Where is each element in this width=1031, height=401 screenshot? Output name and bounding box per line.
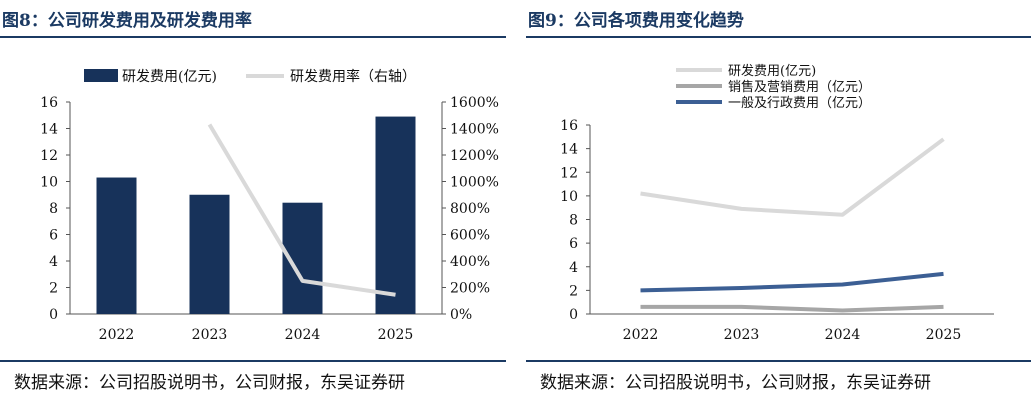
y-tick-label: 12: [560, 165, 578, 181]
left-y-tick-label: 16: [40, 95, 58, 111]
legend-swatch-rd-expense: [84, 69, 118, 82]
figure-9-top-rule: [526, 36, 1031, 38]
x-tick-label: 2025: [378, 327, 414, 343]
right-y-tick-label: 800%: [450, 201, 490, 217]
y-tick-label: 4: [569, 260, 578, 276]
figure-9-bottom-rule: [526, 360, 1031, 362]
x-tick-label: 2023: [192, 327, 228, 343]
y-tick-label: 6: [569, 236, 578, 252]
rd-ratio-line: [207, 123, 396, 297]
y-tick-label: 16: [560, 118, 578, 134]
right-y-tick-label: 1400%: [450, 122, 499, 138]
legend-rd-expense-label: 研发费用(亿元): [728, 63, 816, 79]
y-tick-label: 8: [569, 213, 578, 229]
figure-9-source: 数据来源：公司招股说明书，公司财报，东吴证券研: [540, 373, 931, 393]
right-y-tick-label: 1200%: [450, 148, 499, 164]
figure-8-title: 图8：公司研发费用及研发费用率: [2, 11, 252, 31]
left-y-tick-label: 10: [40, 175, 58, 191]
y-tick-label: 0: [569, 307, 578, 323]
figure-8-source: 数据来源：公司招股说明书，公司财报，东吴证券研: [14, 373, 405, 393]
x-tick-label: 2022: [623, 327, 659, 343]
right-y-tick-label: 0%: [450, 307, 472, 323]
x-tick-label: 2025: [926, 327, 962, 343]
general-admin-line: [640, 271, 944, 293]
figure-9-panel: 图9：公司各项费用变化趋势 0 2 4 6 8 10 12 14 16 2022 2023 2024 2…: [526, 0, 1031, 401]
figure-8-chart: 0 2 4 6 8 10 12 14 16 0% 200% 400% 600% 800% 1000% 1200…: [40, 68, 499, 343]
sales-marketing-line: [640, 304, 944, 313]
rd-expense-bar: [189, 194, 230, 314]
figure-9-title: 图9：公司各项费用变化趋势: [528, 11, 744, 31]
right-y-tick-label: 200%: [450, 281, 490, 297]
rd-expense-line: [640, 137, 945, 217]
left-y-tick-label: 2: [49, 281, 58, 297]
left-y-tick-label: 12: [40, 148, 58, 164]
left-y-tick-label: 14: [40, 122, 58, 138]
right-y-tick-label: 1600%: [450, 95, 499, 111]
legend-label-rd-expense: 研发费用(亿元): [122, 69, 217, 85]
legend-general-admin-label: 一般及行政费用（亿元）: [728, 95, 871, 111]
y-tick-label: 14: [560, 142, 578, 158]
right-y-tick-label: 600%: [450, 228, 490, 244]
x-tick-label: 2022: [99, 327, 135, 343]
x-tick-label: 2023: [724, 327, 760, 343]
figure-8-top-rule: [0, 36, 506, 38]
y-tick-label: 10: [560, 189, 578, 205]
right-y-tick-label: 1000%: [450, 175, 499, 191]
left-y-tick-label: 4: [49, 254, 58, 270]
left-y-tick-label: 8: [49, 201, 58, 217]
right-y-tick-label: 400%: [450, 254, 490, 270]
legend-sales-marketing-label: 销售及营销费用（亿元）: [728, 79, 871, 95]
figure-8-bottom-rule: [0, 360, 506, 362]
figure-9-chart: 0 2 4 6 8 10 12 14 16 2022 2023 2024 2025 研发费用(亿元)销售及…: [560, 63, 994, 343]
left-y-tick-label: 0: [49, 307, 58, 323]
rd-expense-bar: [375, 116, 416, 314]
y-tick-label: 2: [569, 283, 578, 299]
x-tick-label: 2024: [825, 327, 861, 343]
rd-expense-bar: [96, 177, 137, 314]
left-y-tick-label: 6: [49, 228, 58, 244]
figure-8-panel: 图8：公司研发费用及研发费用率 0 2 4 6 8 10 12 14 16 0% 200% 400% 6…: [0, 0, 506, 401]
legend-label-rd-ratio: 研发费用率（右轴）: [290, 68, 416, 85]
x-tick-label: 2024: [285, 327, 321, 343]
